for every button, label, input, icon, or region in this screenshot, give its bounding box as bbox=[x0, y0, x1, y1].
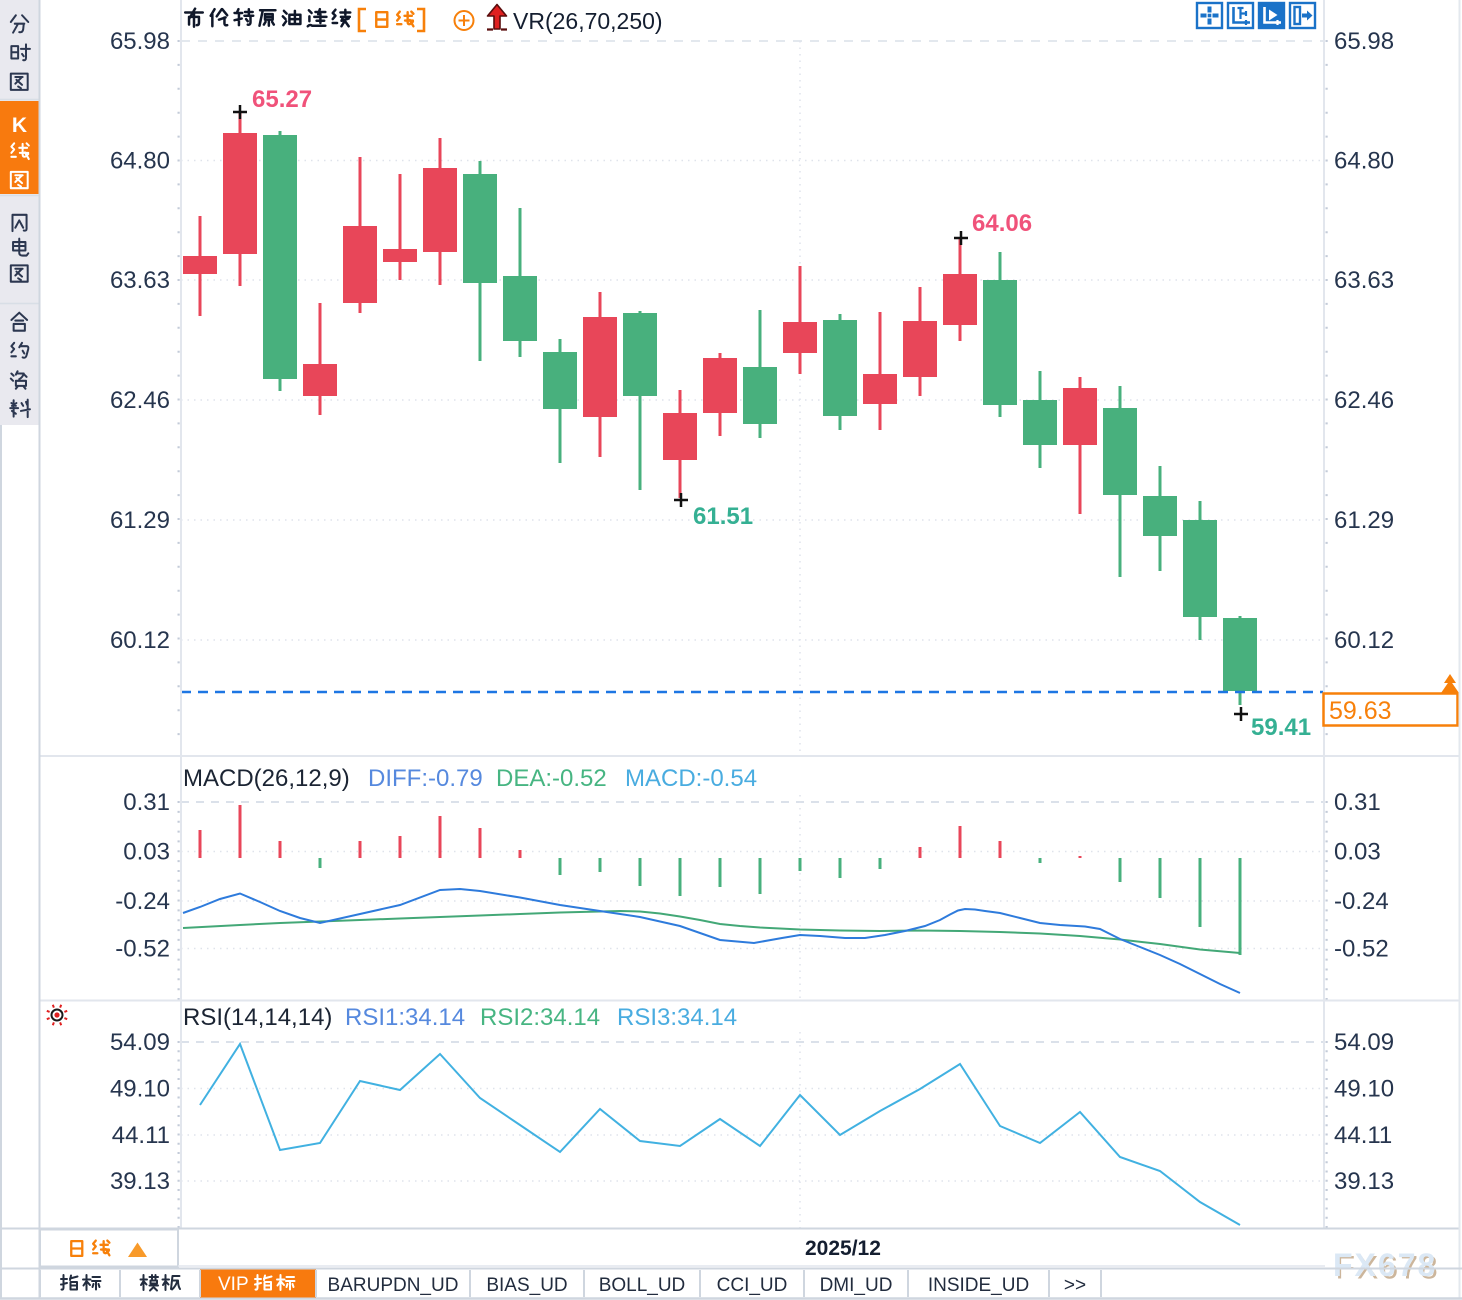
svg-text:MACD(26,12,9): MACD(26,12,9) bbox=[183, 765, 350, 792]
svg-text:VIP: VIP bbox=[218, 1274, 249, 1295]
svg-text:65.98: 65.98 bbox=[1334, 28, 1394, 55]
svg-text:64.06: 64.06 bbox=[972, 210, 1032, 237]
svg-text:DMI_UD: DMI_UD bbox=[820, 1275, 893, 1296]
svg-text:65.98: 65.98 bbox=[110, 28, 170, 55]
svg-text:2025/12: 2025/12 bbox=[805, 1237, 881, 1260]
svg-text:64.80: 64.80 bbox=[110, 148, 170, 175]
svg-text:BOLL_UD: BOLL_UD bbox=[599, 1275, 686, 1296]
svg-text:54.09: 54.09 bbox=[1334, 1029, 1394, 1056]
svg-text:MACD:-0.54: MACD:-0.54 bbox=[625, 765, 757, 792]
svg-text:65.27: 65.27 bbox=[252, 86, 312, 113]
svg-text:>>: >> bbox=[1064, 1275, 1086, 1296]
svg-text:-0.24: -0.24 bbox=[1334, 888, 1389, 915]
svg-text:61.29: 61.29 bbox=[1334, 507, 1394, 534]
svg-text:59.41: 59.41 bbox=[1251, 714, 1311, 741]
svg-text:44.11: 44.11 bbox=[1334, 1122, 1392, 1149]
svg-text:FX678: FX678 bbox=[1333, 1247, 1437, 1283]
svg-text:62.46: 62.46 bbox=[110, 387, 170, 414]
svg-text:-0.24: -0.24 bbox=[115, 888, 170, 915]
svg-text:39.13: 39.13 bbox=[110, 1168, 170, 1195]
svg-text:63.63: 63.63 bbox=[1334, 267, 1394, 294]
svg-text:61.29: 61.29 bbox=[110, 507, 170, 534]
svg-text:K: K bbox=[12, 114, 27, 137]
svg-text:INSIDE_UD: INSIDE_UD bbox=[928, 1275, 1029, 1296]
svg-text:RSI1:34.14: RSI1:34.14 bbox=[345, 1004, 465, 1031]
svg-text:RSI(14,14,14): RSI(14,14,14) bbox=[183, 1004, 332, 1031]
svg-text:64.80: 64.80 bbox=[1334, 148, 1394, 175]
svg-text:49.10: 49.10 bbox=[110, 1076, 170, 1103]
svg-text:VR(26,70,250): VR(26,70,250) bbox=[513, 8, 663, 34]
svg-text:60.12: 60.12 bbox=[1334, 627, 1394, 654]
svg-text:BIAS_UD: BIAS_UD bbox=[486, 1275, 567, 1296]
svg-text:59.63: 59.63 bbox=[1329, 697, 1392, 725]
svg-text:60.12: 60.12 bbox=[110, 627, 170, 654]
svg-text:0.03: 0.03 bbox=[123, 839, 170, 866]
svg-text:62.46: 62.46 bbox=[1334, 387, 1394, 414]
svg-text:0.03: 0.03 bbox=[1334, 839, 1381, 866]
svg-text:39.13: 39.13 bbox=[1334, 1168, 1394, 1195]
svg-text:BARUPDN_UD: BARUPDN_UD bbox=[328, 1275, 459, 1296]
svg-text:-0.52: -0.52 bbox=[1334, 936, 1389, 963]
svg-text:54.09: 54.09 bbox=[110, 1029, 170, 1056]
svg-text:0.31: 0.31 bbox=[123, 789, 170, 816]
svg-text:49.10: 49.10 bbox=[1334, 1076, 1394, 1103]
svg-text:CCI_UD: CCI_UD bbox=[717, 1275, 788, 1296]
svg-text:DEA:-0.52: DEA:-0.52 bbox=[496, 765, 607, 792]
svg-text:63.63: 63.63 bbox=[110, 267, 170, 294]
svg-text:DIFF:-0.79: DIFF:-0.79 bbox=[368, 765, 483, 792]
svg-text:0.31: 0.31 bbox=[1334, 789, 1381, 816]
svg-text:RSI3:34.14: RSI3:34.14 bbox=[617, 1004, 737, 1031]
svg-text:-0.52: -0.52 bbox=[115, 936, 170, 963]
svg-text:61.51: 61.51 bbox=[693, 503, 753, 530]
svg-text:44.11: 44.11 bbox=[112, 1122, 170, 1149]
svg-text:RSI2:34.14: RSI2:34.14 bbox=[480, 1004, 600, 1031]
